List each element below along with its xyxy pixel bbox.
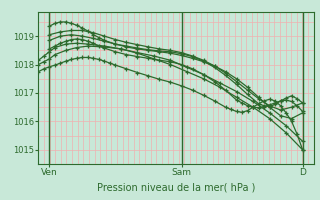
X-axis label: Pression niveau de la mer( hPa ): Pression niveau de la mer( hPa ) <box>97 183 255 193</box>
